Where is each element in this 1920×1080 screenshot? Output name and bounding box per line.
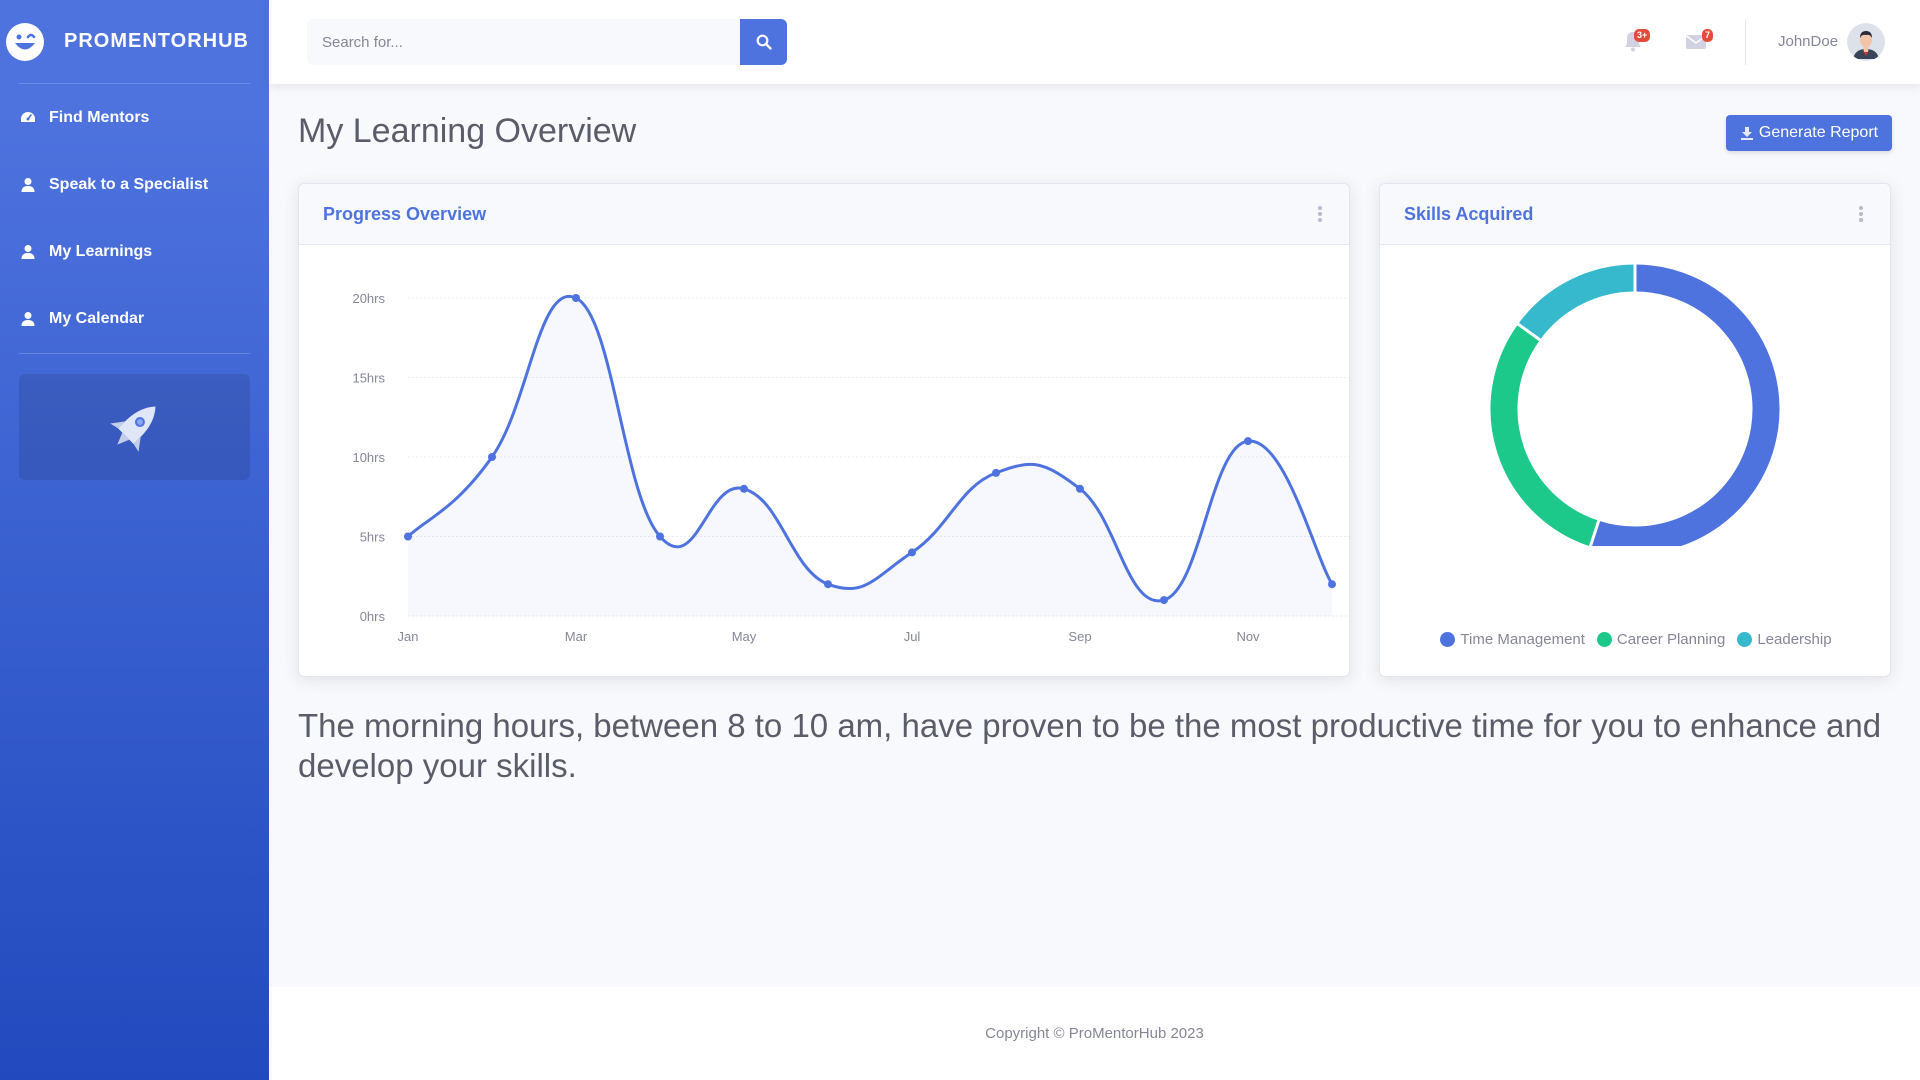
y-tick-label: 0hrs [360,609,386,624]
brand[interactable]: PROMENTORHUB [0,0,269,83]
user-name[interactable]: JohnDoe [1778,33,1839,50]
x-tick-label: Jul [904,629,921,644]
y-tick-label: 10hrs [352,450,385,465]
download-icon [1740,127,1753,140]
sidebar-divider [19,83,250,84]
laugh-wink-icon [6,22,44,61]
data-point[interactable] [1076,484,1084,493]
sidebar-item-speak-to-specialist[interactable]: Speak to a Specialist [0,151,269,218]
series-line [406,294,1334,603]
sidebar-item-find-mentors[interactable]: Find Mentors [0,84,269,151]
legend-label: Time Management [1460,631,1585,648]
generate-report-button[interactable]: Generate Report [1726,115,1892,151]
legend-swatch [1737,632,1753,647]
topbar: 3+ 7 JohnDoe [269,0,1920,84]
data-point[interactable] [824,580,832,589]
data-point[interactable] [1160,596,1168,605]
alerts-badge: 3+ [1634,29,1651,42]
legend-swatch [1440,632,1456,647]
topbar-divider [1745,19,1746,65]
sidebar-item-label: Find Mentors [49,108,150,126]
data-point[interactable] [572,294,580,302]
brand-name: PROMENTORHUB [64,30,249,52]
sidebar-item-label: My Calendar [49,309,145,327]
avatar[interactable] [1847,23,1885,61]
search-group [307,19,787,65]
y-tick-label: 15hrs [352,371,385,386]
legend-item[interactable]: Time Management [1440,631,1585,648]
rocket-card [19,374,250,480]
user-icon [21,177,35,192]
legend-label: Career Planning [1616,631,1726,648]
sidebar-item-label: Speak to a Specialist [49,175,209,193]
pie-slice[interactable] [1518,264,1636,341]
x-tick-label: Jan [398,629,419,644]
slice-separator [1588,519,1601,546]
skills-acquired-card: Skills Acquired Time Management Career Pl… [1379,183,1891,677]
sidebar-item-my-calendar[interactable]: My Calendar [0,285,269,352]
data-point[interactable] [992,468,1000,477]
card-title: Progress Overview [323,203,487,224]
data-point[interactable] [656,532,664,541]
page-title: My Learning Overview [298,112,637,150]
sidebar-divider [19,353,250,354]
x-tick-label: Mar [565,629,588,644]
progress-area-chart: 0hrs 5hrs 10hrs 15hrs 20hrs Jan Mar May Jul Sep N… [352,291,1349,644]
user-icon [21,311,35,326]
user-icon [21,244,35,259]
x-tick-label: May [732,629,757,644]
card-title: Skills Acquired [1404,203,1534,224]
x-tick-label: Sep [1068,629,1091,644]
search-icon [756,34,772,50]
search-button[interactable] [740,19,787,65]
kebab-menu-icon[interactable] [1856,204,1866,224]
card-header: Progress Overview [299,184,1349,245]
data-point[interactable] [740,484,748,493]
legend-item[interactable]: Career Planning [1596,631,1726,648]
y-tick-label: 5hrs [360,530,386,545]
search-input[interactable] [307,19,741,65]
data-point[interactable] [1244,437,1252,446]
card-header: Skills Acquired [1380,184,1890,245]
x-tick-label: Nov [1236,629,1260,644]
rocket-icon [109,406,156,452]
generate-report-label: Generate Report [1758,124,1879,141]
data-point[interactable] [908,548,916,557]
data-point[interactable] [488,453,496,461]
sidebar-item-label: My Learnings [49,242,153,260]
data-point[interactable] [404,532,412,541]
legend-item[interactable]: Leadership [1737,631,1832,648]
chart-legend: Time Management Career Planning Leadership [1380,631,1890,648]
slice-separator [1516,322,1542,342]
pie-slice[interactable] [1590,264,1780,546]
gauge-icon [21,111,35,122]
y-tick-label: 20hrs [352,291,385,306]
pie-slice[interactable] [1490,324,1599,546]
legend-label: Leadership [1757,631,1832,648]
messages-badge: 7 [1702,29,1714,42]
kebab-menu-icon[interactable] [1315,204,1325,224]
sidebar-item-my-learnings[interactable]: My Learnings [0,218,269,285]
legend-swatch [1596,632,1612,647]
copyright: Copyright © ProMentorHub 2023 [985,1025,1204,1042]
skills-donut-chart [1490,263,1780,546]
sidebar: PROMENTORHUB Find Mentors Speak to a Spe… [0,0,269,1080]
data-point[interactable] [1328,580,1336,589]
insight-text: The morning hours, between 8 to 10 am, h… [298,707,1882,784]
footer: Copyright © ProMentorHub 2023 [269,987,1920,1080]
progress-overview-card: Progress Overview 0hrs 5hrs 10hrs 15hrs 20hr… [298,183,1350,677]
area-fill [408,296,1332,616]
